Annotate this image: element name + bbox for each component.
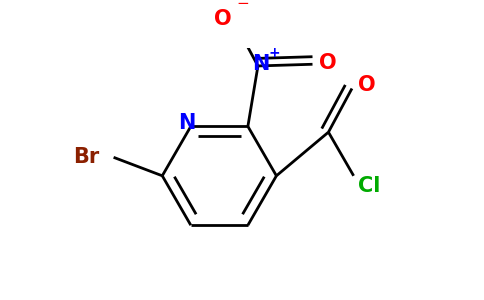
Text: +: + xyxy=(269,46,281,59)
Text: O: O xyxy=(214,9,231,29)
Text: N: N xyxy=(253,54,270,74)
Text: O: O xyxy=(358,75,376,95)
Text: N: N xyxy=(178,113,196,133)
Text: −: − xyxy=(237,0,249,11)
Text: Br: Br xyxy=(74,147,100,167)
Text: O: O xyxy=(319,52,336,73)
Text: Cl: Cl xyxy=(358,176,380,196)
